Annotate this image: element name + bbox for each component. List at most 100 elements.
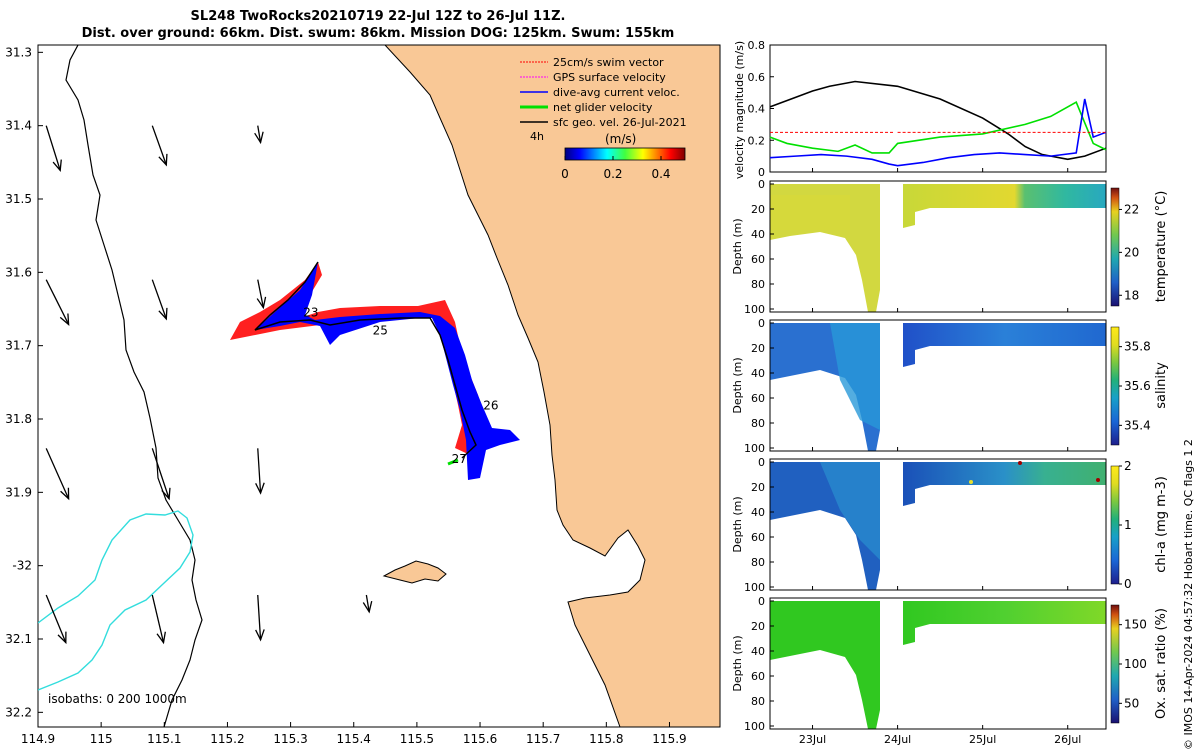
depth-tick-label: 80 <box>751 417 765 430</box>
depth-tick-label: 0 <box>758 317 765 330</box>
day-label: 27 <box>452 452 467 466</box>
velocity-y-tick-label: 0.2 <box>748 134 766 147</box>
velocity-series-line <box>769 98 1107 167</box>
colorbar-label: temperature (°C) <box>1154 191 1169 303</box>
colorbar-tick-label: 35.8 <box>1124 340 1151 354</box>
chla-border <box>769 458 1107 591</box>
speed-colorbar-tick-label: 0.2 <box>603 167 622 181</box>
depth-tick-label: 60 <box>751 392 765 405</box>
dive-avg-current-band <box>255 262 520 480</box>
map-y-tick-label: 32.2 <box>5 705 32 719</box>
legend-label-geo: sfc geo. vel. 26-Jul-2021 <box>553 116 687 129</box>
depth-axis-label: Depth (m) <box>731 218 744 274</box>
depth-tick-label: 60 <box>751 670 765 683</box>
chart-title: SL248 TwoRocks20210719 22-Jul 12Z to 26-… <box>190 9 566 24</box>
salinity-data-segment2 <box>903 323 1106 367</box>
oxygen-colorbar <box>1110 604 1120 724</box>
land-island-rottnest <box>382 560 447 584</box>
chla-colorbar <box>1110 465 1120 585</box>
velocity-series-line <box>769 80 1107 161</box>
map-x-tick-label: 115 <box>90 732 113 746</box>
colorbar-tick-label: 35.4 <box>1124 418 1151 432</box>
velocity-series <box>769 80 1107 167</box>
geo-velocity-arrow <box>151 125 167 166</box>
net-velocity-arrow <box>447 458 459 466</box>
colorbar-tick-label: 2 <box>1124 459 1132 473</box>
section-panels <box>769 180 1120 730</box>
chla-data-shade <box>820 462 880 560</box>
map-y-tick-label: 31.5 <box>5 192 32 206</box>
geo-velocity-arrow <box>257 594 262 640</box>
depth-tick-label: 20 <box>751 342 765 355</box>
chart-subtitle: Dist. over ground: 66km. Dist. swum: 86k… <box>81 26 675 41</box>
geostrophic-velocity-arrows <box>45 125 373 645</box>
geo-velocity-arrow <box>257 448 262 494</box>
legend-label-swim: 25cm/s swim vector <box>553 56 664 69</box>
velocity-y-tick-label: 0 <box>758 166 765 179</box>
isobath-label: isobaths: 0 200 1000m <box>48 692 187 706</box>
map-x-tick-label: 115.9 <box>652 732 686 746</box>
legend-label-gps: GPS surface velocity <box>553 71 666 84</box>
geo-velocity-arrowhead <box>161 487 171 501</box>
map-x-tick-label: 115.1 <box>147 732 181 746</box>
geo-velocity-arrowhead <box>255 482 265 495</box>
velocity-ylabel: velocity magnitude (m/s) <box>733 41 746 179</box>
depth-tick-label: 100 <box>744 303 765 316</box>
time-tick-label: 23Jul <box>799 733 826 746</box>
day-label: 25 <box>373 324 388 338</box>
map-x-tick-label: 115.2 <box>210 732 244 746</box>
chla-outlier-point <box>1096 478 1100 482</box>
temperature-data-shade <box>770 195 850 230</box>
depth-tick-label: 20 <box>751 481 765 494</box>
geo-velocity-arrow <box>45 594 67 643</box>
geo-velocity-arrowhead <box>57 631 67 645</box>
depth-tick-label: 80 <box>751 695 765 708</box>
map-y-tick-label: 32.1 <box>5 632 32 646</box>
velocity-series-line <box>769 101 1107 154</box>
chla-outlier-point <box>1018 461 1022 465</box>
depth-tick-label: 60 <box>751 531 765 544</box>
oxygen-data-segment2 <box>903 601 1106 645</box>
depth-tick-label: 40 <box>751 228 765 241</box>
isobath-1000 <box>38 510 194 691</box>
velocity-panel: 0 0.2 0.4 0.6 0.8 velocity magnitude (m/s) <box>733 39 1107 179</box>
velocity-y-tick-label: 0.4 <box>748 103 766 116</box>
net-glider-track-line <box>254 261 477 459</box>
day-label: 23 <box>303 305 318 319</box>
colorbar-unit-label: (m/s) <box>605 132 636 146</box>
colorbar-label: salinity <box>1154 362 1169 409</box>
legend-arrow-scale-note: 4h <box>530 130 544 143</box>
section-axes: 0 20 40 60 80 100 Depth (m) 18 20 22 temperature (… <box>731 178 1169 733</box>
map-x-tick-label: 114.9 <box>21 732 55 746</box>
geo-velocity-arrowhead <box>255 629 265 642</box>
geo-velocity-arrow <box>151 279 167 320</box>
salinity-colorbar <box>1110 326 1120 446</box>
geo-velocity-arrowhead <box>362 600 373 614</box>
velocity-y-axis: 0 0.2 0.4 0.6 0.8 <box>748 39 774 179</box>
speed-colorbar-tick-label: 0 <box>561 167 569 181</box>
isobath-200 <box>65 45 203 727</box>
chla-outlier-point <box>969 480 973 484</box>
depth-axis-label: Depth (m) <box>731 496 744 552</box>
depth-tick-label: 100 <box>744 442 765 455</box>
depth-tick-label: 60 <box>751 253 765 266</box>
salinity-data-shade <box>830 323 880 430</box>
map-y-tick-label: 31.9 <box>5 485 32 499</box>
chla-section <box>769 458 1120 591</box>
depth-axis-label: Depth (m) <box>731 635 744 691</box>
velocity-y-tick-label: 0.6 <box>748 71 766 84</box>
map-x-tick-label: 115.7 <box>526 732 560 746</box>
speed-colorbar-ticks: 0 0.2 0.4 <box>561 156 671 181</box>
colorbar-tick-label: 22 <box>1124 202 1139 216</box>
geo-velocity-arrow <box>151 448 170 499</box>
temperature-section <box>769 180 1120 313</box>
colorbar-tick-label: 18 <box>1124 288 1139 302</box>
map-x-tick-label: 115.4 <box>337 732 371 746</box>
map-y-tick-label: 31.4 <box>5 119 32 133</box>
map-y-tick-label: -32 <box>12 559 32 573</box>
geo-velocity-arrowhead <box>52 159 62 173</box>
time-tick-label: 24Jul <box>884 733 911 746</box>
speed-colorbar-tick-label: 0.4 <box>651 167 670 181</box>
oxygen-border <box>769 597 1107 730</box>
depth-tick-label: 100 <box>744 720 765 733</box>
